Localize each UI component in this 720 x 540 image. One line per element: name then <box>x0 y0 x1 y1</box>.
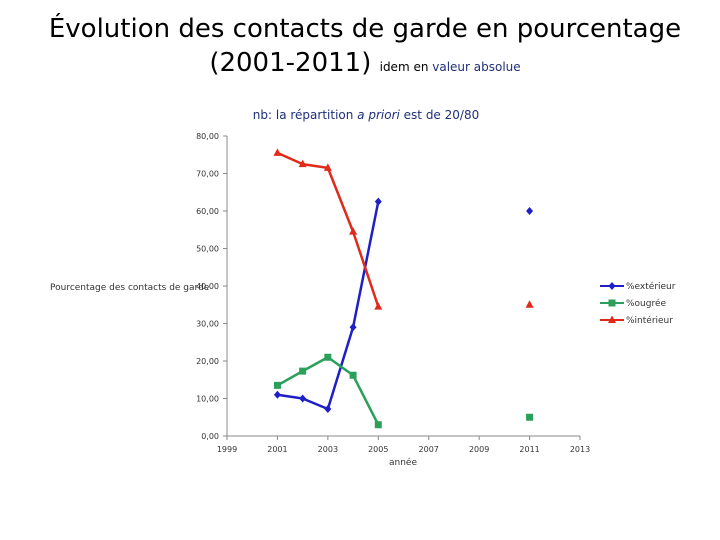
data-point <box>299 367 307 375</box>
legend-item: %ougrée <box>600 298 667 309</box>
x-tick-label: 2013 <box>570 445 590 454</box>
title-small-prefix: idem en <box>379 60 433 74</box>
y-tick-label: 60,00 <box>196 207 219 216</box>
legend-label: %intérieur <box>626 315 673 326</box>
data-point <box>324 405 332 413</box>
y-tick-label: 70,00 <box>196 170 219 179</box>
legend-marker <box>608 315 616 323</box>
absolute-value-link[interactable]: valeur absolue <box>432 60 521 74</box>
series-line <box>276 356 380 426</box>
y-tick-label: 20,00 <box>196 357 219 366</box>
x-tick-label: 2001 <box>267 445 287 454</box>
data-point <box>349 323 357 332</box>
y-tick-label: 0,00 <box>201 432 219 441</box>
legend-item: %extérieur <box>600 281 676 292</box>
x-tick-label: 1999 <box>217 445 237 454</box>
data-point <box>374 197 382 206</box>
data-point <box>349 371 357 379</box>
series-2 <box>273 148 534 310</box>
data-point-isolated <box>526 207 534 215</box>
legend-label: %ougrée <box>626 298 667 309</box>
data-point <box>273 381 281 389</box>
data-point <box>298 159 307 168</box>
y-tick-label: 80,00 <box>196 132 219 141</box>
x-tick-label: 2009 <box>469 445 489 454</box>
title-line-2: (2001-2011) idem en valeur absolue <box>0 46 720 84</box>
legend-label: %extérieur <box>626 281 676 292</box>
x-tick-label: 2003 <box>318 445 338 454</box>
data-point-isolated <box>526 413 534 421</box>
y-axis-label: Pourcentage des contacts de garde <box>50 283 210 293</box>
data-point-isolated <box>525 300 534 308</box>
slide-title: Évolution des contacts de garde en pourc… <box>0 12 720 84</box>
data-point <box>324 353 332 361</box>
chart-title: nb: la répartition a priori est de 20/80 <box>253 108 479 122</box>
series-0 <box>273 197 534 413</box>
legend: %extérieur %ougrée %intérieur <box>600 281 676 326</box>
y-tick-label: 50,00 <box>196 245 219 254</box>
data-point <box>374 302 383 310</box>
title-years: (2001-2011) <box>209 48 372 78</box>
data-point <box>273 148 282 156</box>
data-point <box>299 394 307 403</box>
x-tick-label: 2011 <box>519 445 539 454</box>
series-layer <box>273 148 534 429</box>
data-point <box>323 163 332 171</box>
x-axis-label: année <box>389 457 417 468</box>
data-point <box>273 390 281 399</box>
data-point <box>374 421 382 429</box>
title-line-1: Évolution des contacts de garde en pourc… <box>48 14 682 44</box>
series-1 <box>273 353 534 429</box>
data-point <box>349 227 358 235</box>
legend-marker <box>608 299 616 307</box>
y-tick-label: 10,00 <box>196 395 219 404</box>
x-tick-label: 2007 <box>419 445 439 454</box>
x-tick-label: 2005 <box>368 445 388 454</box>
axes: 0,00 10,00 20,00 30,00 40,00 50,00 60,00 70,00 8… <box>196 132 590 454</box>
y-tick-label: 30,00 <box>196 320 219 329</box>
y-tick-label: 40,00 <box>196 282 219 291</box>
legend-item: %intérieur <box>600 315 673 326</box>
legend-marker <box>608 282 616 290</box>
series-line <box>276 151 380 308</box>
